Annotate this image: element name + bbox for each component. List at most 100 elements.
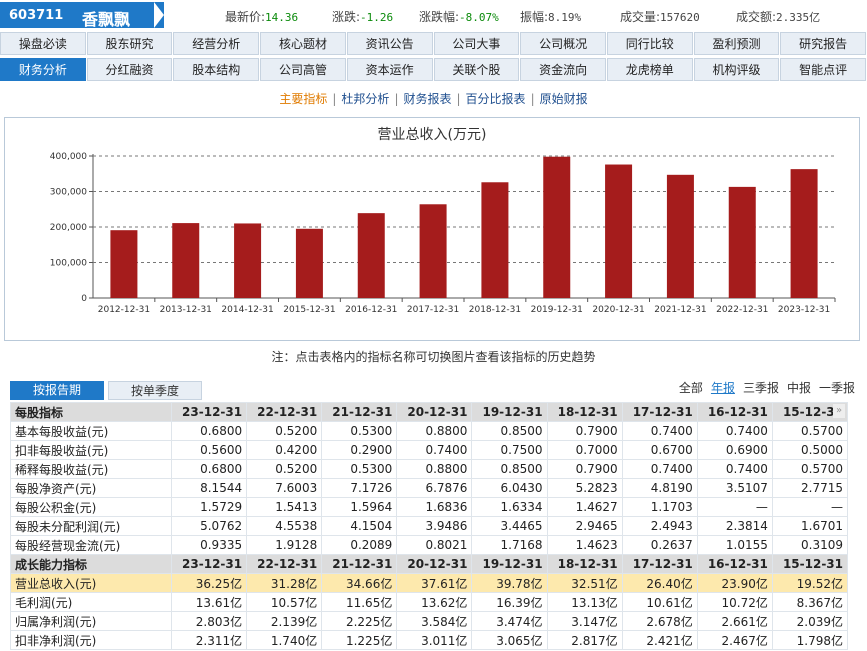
cell-value: 1.0155 <box>696 535 773 555</box>
cell-value: 4.1504 <box>321 516 398 536</box>
cell-value: 20-12-31 <box>396 554 473 574</box>
row-label[interactable]: 每股净资产(元) <box>10 478 172 498</box>
cell-value: 3.011亿 <box>396 630 473 650</box>
row-label: 成长能力指标 <box>10 554 172 574</box>
nav-tab[interactable]: 公司大事 <box>433 32 520 55</box>
cell-value: 0.5700 <box>771 421 849 441</box>
table-row: 每股公积金(元) 1.5729 1.5413 1.5964 1.6836 1.6334 1.… <box>10 497 849 517</box>
scroll-right-icon[interactable]: » <box>833 404 845 418</box>
row-label[interactable]: 营业总收入(元) <box>10 573 172 593</box>
quote-item: 振幅:8.19% <box>520 8 581 25</box>
nav-tab[interactable]: 智能点评 <box>780 58 867 81</box>
nav-tab[interactable]: 核心题材 <box>260 32 346 55</box>
bar <box>666 174 694 298</box>
cell-value: 2.7715 <box>771 478 849 498</box>
nav-tab[interactable]: 关联个股 <box>433 58 520 81</box>
cell-value: 3.4465 <box>471 516 548 536</box>
cell-value: 21-12-31 <box>321 402 398 422</box>
row-label[interactable]: 稀释每股收益(元) <box>10 459 172 479</box>
period-option[interactable]: 一季报 <box>818 381 855 395</box>
nav-tab[interactable]: 公司高管 <box>260 58 346 81</box>
nav-tab[interactable]: 分红融资 <box>86 58 173 81</box>
finance-table: 每股指标 23-12-31 22-12-31 21-12-31 20-12-31 19-1… <box>10 402 849 650</box>
quote-item: 涨跌幅:-8.07% <box>419 8 499 25</box>
nav-tab[interactable]: 龙虎榜单 <box>606 58 693 81</box>
cell-value: 1.9128 <box>246 535 323 555</box>
nav-tab[interactable]: 操盘必读 <box>0 32 86 55</box>
quote-value: 14.36 <box>265 11 299 24</box>
row-label[interactable]: 每股经营现金流(元) <box>10 535 172 555</box>
table-row: 毛利润(元) 13.61亿 10.57亿 11.65亿 13.62亿 16.39亿 13.1… <box>10 592 849 612</box>
cell-value: 0.7400 <box>396 440 473 460</box>
cell-value: 4.8190 <box>621 478 698 498</box>
cell-value: 8.367亿 <box>771 592 849 612</box>
quote-item: 成交量:157620 <box>620 8 700 25</box>
nav-tab[interactable]: 股东研究 <box>86 32 173 55</box>
nav-tab[interactable]: 同行比较 <box>606 32 693 55</box>
row-label[interactable]: 每股公积金(元) <box>10 497 172 517</box>
cell-value: 0.6800 <box>170 421 248 441</box>
cell-value: 1.4627 <box>546 497 623 517</box>
period-option[interactable]: 全部 <box>678 381 703 395</box>
cell-value: 0.5000 <box>771 440 849 460</box>
nav-tab[interactable]: 财务分析 <box>0 58 86 81</box>
nav-tab[interactable]: 股本结构 <box>173 58 260 81</box>
chart-note: 注：点击表格内的指标名称可切换图片查看该指标的历史趋势 <box>271 350 596 364</box>
report-tab[interactable]: 按报告期 <box>10 381 104 400</box>
subnav-link[interactable]: 杜邦分析 <box>341 92 390 106</box>
cell-value: 2.678亿 <box>621 611 698 631</box>
nav-tab[interactable]: 公司概况 <box>520 32 606 55</box>
nav-tab[interactable]: 资讯公告 <box>346 32 433 55</box>
row-label[interactable]: 扣非每股收益(元) <box>10 440 172 460</box>
row-label[interactable]: 每股未分配利润(元) <box>10 516 172 536</box>
cell-value: 0.8800 <box>396 421 473 441</box>
cell-value: 6.0430 <box>471 478 548 498</box>
cell-value: 16-12-31 <box>696 402 773 422</box>
subnav-separator: | <box>394 92 399 106</box>
row-label: 每股指标 <box>10 402 172 422</box>
row-label[interactable]: 归属净利润(元) <box>10 611 172 631</box>
cell-value: 2.311亿 <box>170 630 248 650</box>
row-label[interactable]: 扣非净利润(元) <box>10 630 172 650</box>
cell-value: 1.798亿 <box>771 630 849 650</box>
bar <box>110 230 138 298</box>
cell-value: 3.5107 <box>696 478 773 498</box>
cell-value: 2.467亿 <box>696 630 773 650</box>
cell-value: 2.803亿 <box>170 611 248 631</box>
table-section-header: 成长能力指标 23-12-31 22-12-31 21-12-31 20-12-31 19… <box>10 554 849 574</box>
quote-value: 8.19% <box>548 11 582 24</box>
cell-value: 36.25亿 <box>170 573 248 593</box>
nav-tab[interactable]: 经营分析 <box>173 32 260 55</box>
subnav-link[interactable]: 百分比报表 <box>465 92 526 106</box>
cell-value: 3.065亿 <box>471 630 548 650</box>
quote-label: 涨跌: <box>332 10 361 24</box>
cell-value: 13.62亿 <box>396 592 473 612</box>
cell-value: 1.6836 <box>396 497 473 517</box>
nav-tab[interactable]: 研究报告 <box>780 32 867 55</box>
cell-value: 0.2900 <box>321 440 398 460</box>
cell-value: 4.5538 <box>246 516 323 536</box>
subnav-link[interactable]: 主要指标 <box>279 92 328 106</box>
cell-value: 1.7168 <box>471 535 548 555</box>
period-option[interactable]: 三季报 <box>742 381 779 395</box>
period-option[interactable]: 年报 <box>710 381 735 395</box>
bar <box>481 182 509 298</box>
cell-value: 23.90亿 <box>696 573 773 593</box>
cell-value: 0.5300 <box>321 459 398 479</box>
nav-tab[interactable]: 资本运作 <box>346 58 433 81</box>
cell-value: 5.2823 <box>546 478 623 498</box>
quote-label: 振幅: <box>520 10 549 24</box>
subnav-link[interactable]: 财务报表 <box>403 92 452 106</box>
cell-value: — <box>696 497 773 517</box>
subnav-link[interactable]: 原始财报 <box>539 92 588 106</box>
nav-tab[interactable]: 盈利预测 <box>693 32 780 55</box>
row-label[interactable]: 基本每股收益(元) <box>10 421 172 441</box>
period-option[interactable]: 中报 <box>786 381 811 395</box>
quote-value: -8.07% <box>459 11 499 24</box>
row-label[interactable]: 毛利润(元) <box>10 592 172 612</box>
table-row: 扣非净利润(元) 2.311亿 1.740亿 1.225亿 3.011亿 3.065亿 2.… <box>10 630 849 650</box>
nav-tab[interactable]: 机构评级 <box>693 58 780 81</box>
cell-value: 1.225亿 <box>321 630 398 650</box>
report-tab[interactable]: 按单季度 <box>108 381 202 400</box>
nav-tab[interactable]: 资金流向 <box>520 58 606 81</box>
